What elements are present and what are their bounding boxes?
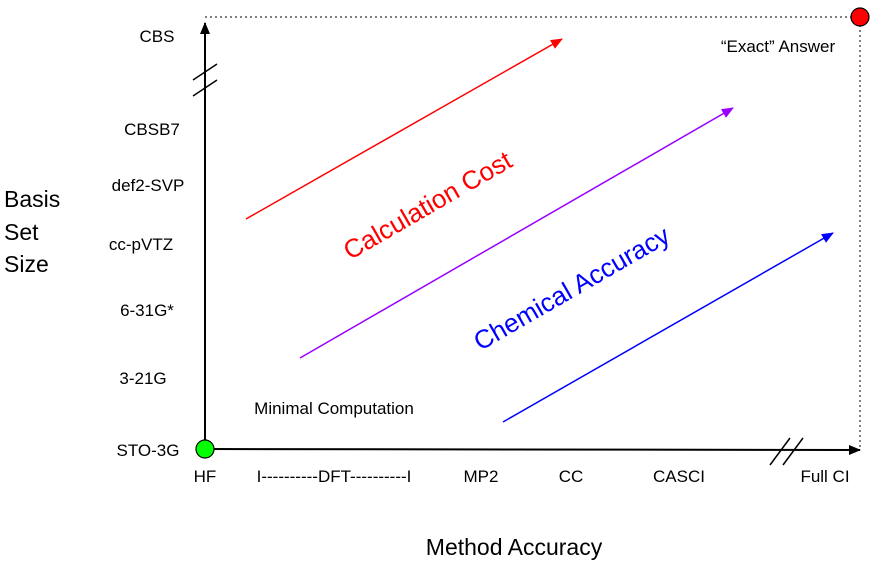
x-axis-break-icon — [769, 437, 804, 466]
y-axis-title-line: Basis — [4, 186, 60, 212]
y-tick-label: CBS — [140, 27, 175, 46]
x-tick-label: MP2 — [464, 467, 499, 486]
x-axis-line — [204, 444, 861, 455]
chemical-accuracy-arrow — [502, 232, 834, 423]
x-tick-label: CASCI — [653, 467, 705, 486]
exact-answer-point — [850, 7, 870, 27]
y-tick-label: def2-SVP — [112, 176, 185, 195]
y-axis-title-line: Size — [4, 251, 49, 277]
x-tick-label: I----------DFT----------I — [257, 467, 412, 486]
x-tick-label: CC — [559, 467, 584, 486]
chemical-accuracy-label: Chemical Accuracy — [468, 220, 674, 357]
x-tick-label: HF — [194, 467, 217, 486]
origin-point — [195, 439, 215, 459]
y-tick-label: 3-21G — [119, 369, 166, 388]
y-tick-label: CBSB7 — [124, 120, 180, 139]
middle-arrow — [299, 107, 734, 359]
calculation-cost-arrow — [245, 38, 563, 220]
y-tick-label: 6-31G* — [120, 301, 174, 320]
y-axis-title-line: Set — [4, 219, 39, 245]
x-tick-label: Full CI — [800, 467, 849, 486]
y-tick-label: STO-3G — [117, 441, 180, 460]
minimal-computation-label: Minimal Computation — [254, 399, 414, 418]
exact-answer-label: “Exact” Answer — [721, 37, 836, 56]
x-axis-title: Method Accuracy — [426, 534, 603, 560]
y-tick-label: cc-pVTZ — [109, 235, 173, 254]
y-axis-break-icon — [192, 63, 218, 97]
